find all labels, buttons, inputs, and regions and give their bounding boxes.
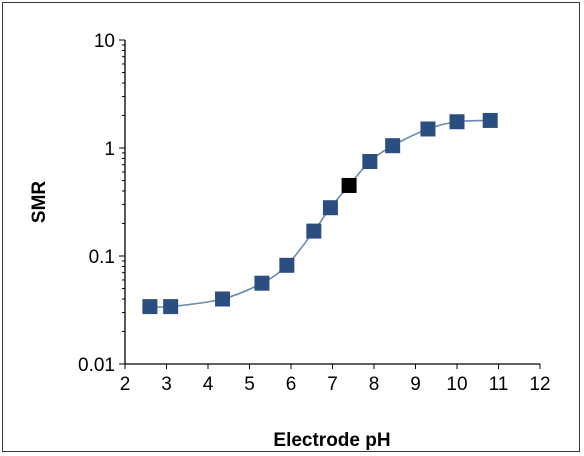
y-tick-label: 0.01 <box>78 355 115 376</box>
x-tick-label: 10 <box>446 374 467 395</box>
fit-curve <box>149 119 491 308</box>
data-point <box>449 114 465 130</box>
y-tick-label: 1 <box>104 139 115 160</box>
data-point <box>142 299 158 315</box>
data-point <box>385 138 401 154</box>
x-tick-label: 11 <box>489 374 509 395</box>
x-axis-title: Electrode pH <box>273 430 390 451</box>
data-point <box>279 257 295 273</box>
x-tick-label: 8 <box>369 374 380 395</box>
x-ticks: 2 3 4 5 6 7 8 9 10 11 12 <box>120 364 551 395</box>
data-point-highlighted <box>341 177 357 193</box>
x-tick-label: 4 <box>203 374 214 395</box>
data-points <box>142 112 498 315</box>
data-point <box>215 291 231 307</box>
y-tick-label: 10 <box>94 31 115 52</box>
data-point <box>420 121 436 137</box>
data-point <box>306 223 322 239</box>
x-tick-label: 12 <box>529 374 550 395</box>
y-ticks: 0.01 0.1 1 10 <box>78 31 125 376</box>
data-point <box>362 153 378 169</box>
x-tick-label: 3 <box>161 374 172 395</box>
x-tick-label: 7 <box>327 374 338 395</box>
x-tick-label: 9 <box>410 374 421 395</box>
data-point <box>322 200 338 216</box>
x-tick-label: 5 <box>244 374 255 395</box>
chart-frame <box>2 2 580 452</box>
data-point <box>254 275 270 291</box>
y-axis-title: SMR <box>29 181 50 224</box>
x-tick-label: 2 <box>120 374 131 395</box>
x-tick-label: 6 <box>286 374 297 395</box>
data-point <box>482 112 498 128</box>
data-point <box>163 299 179 315</box>
y-tick-label: 0.1 <box>89 247 115 268</box>
